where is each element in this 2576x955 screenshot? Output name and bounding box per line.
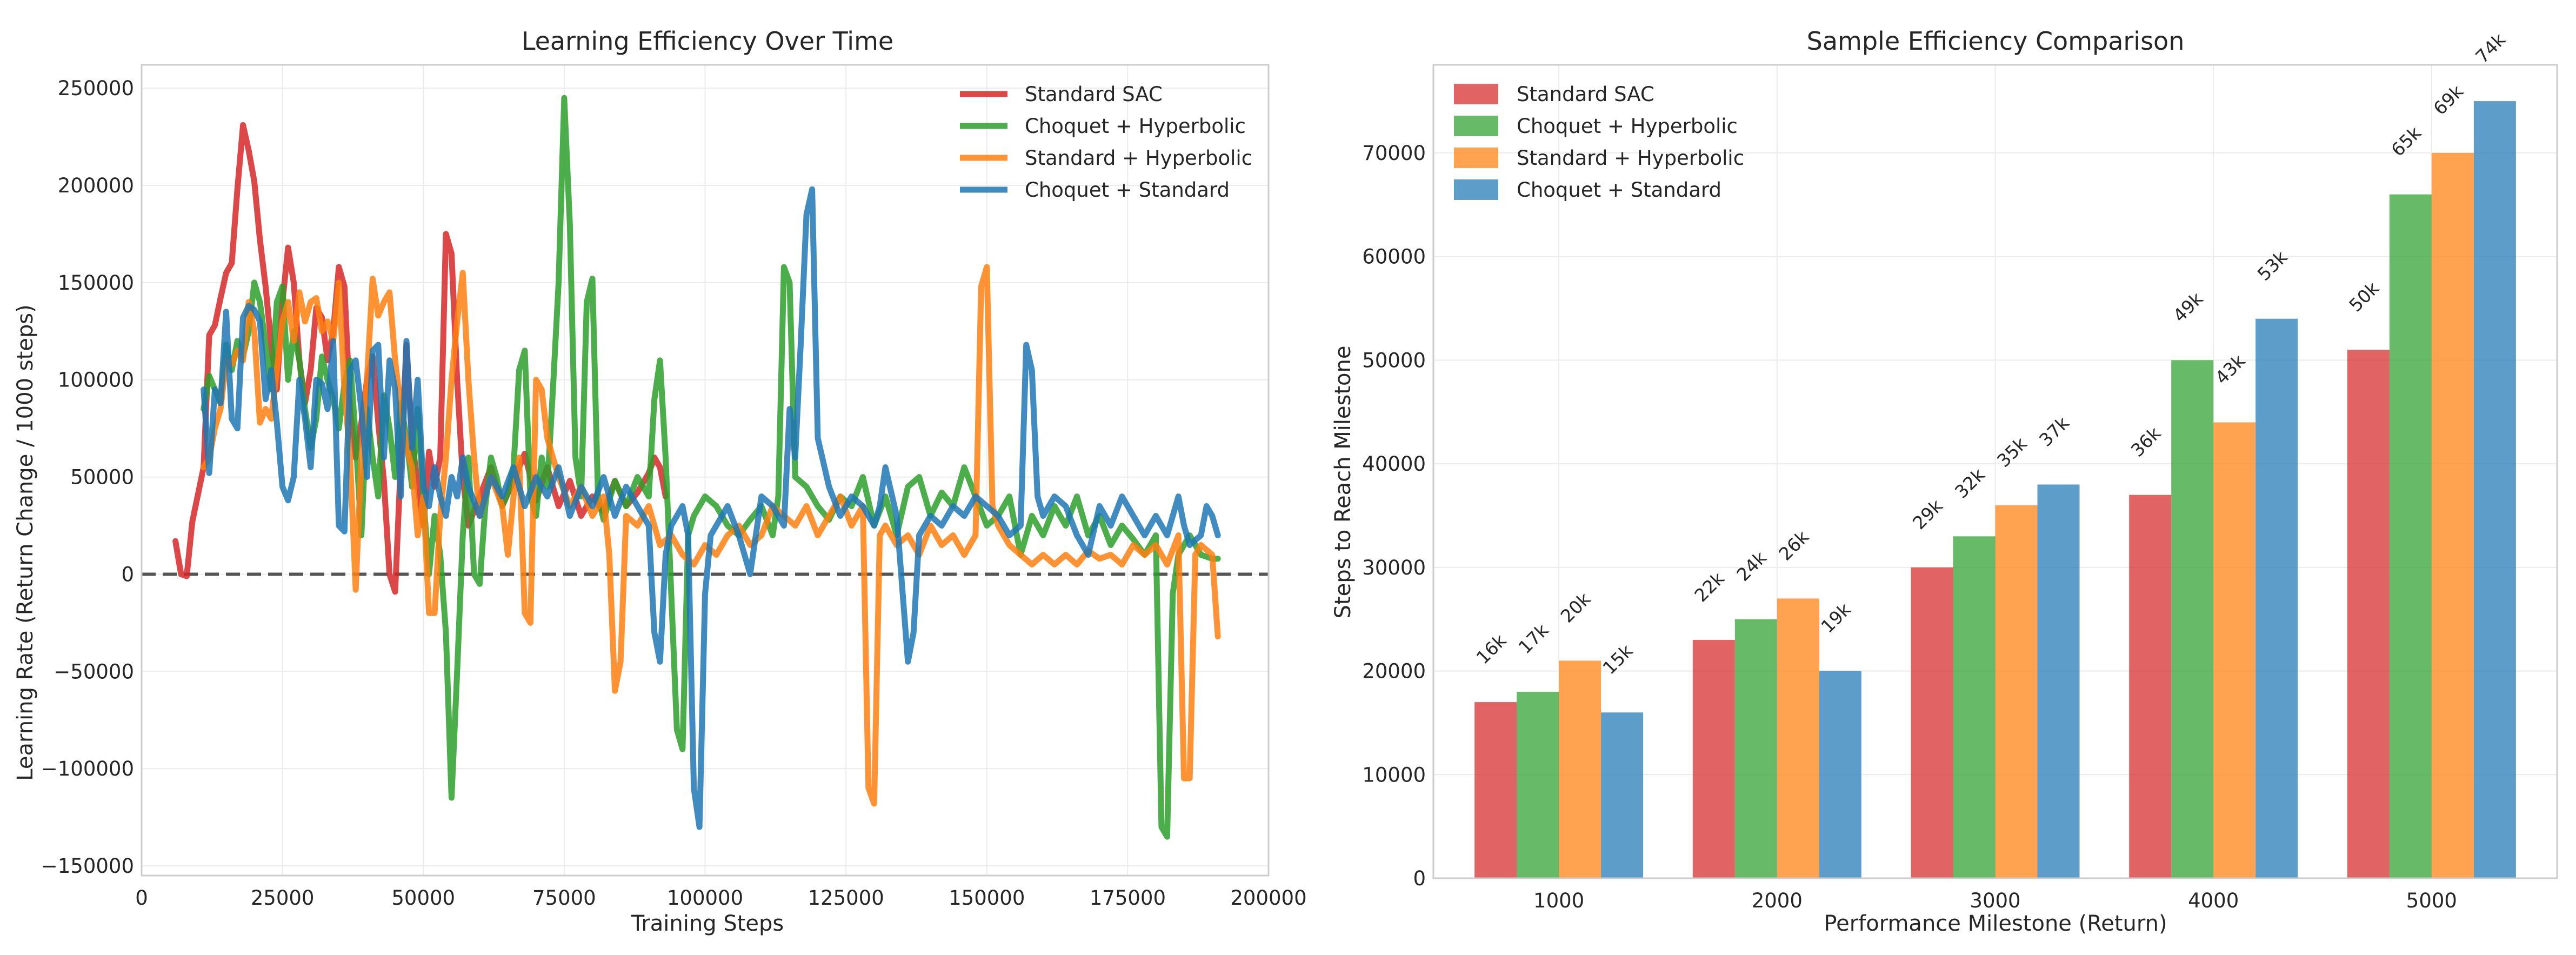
legend-label: Standard SAC [1025,83,1163,106]
line-chart-title: Learning Efficiency Over Time [522,26,893,56]
x-tick-label: 50000 [391,886,455,910]
y-tick-label: 20000 [1362,660,1426,683]
x-tick-label: 1000 [1533,889,1584,912]
x-tick-label: 100000 [667,886,743,910]
legend-swatch [1454,179,1498,200]
x-tick-label: 2000 [1752,889,1803,912]
y-tick-label: 250000 [58,77,134,100]
bar-standard-sac [2347,350,2390,878]
bar-standard-sac [1911,567,1953,878]
legend-label: Standard SAC [1517,83,1654,106]
x-tick-label: 200000 [1230,886,1306,910]
y-tick-label: −150000 [41,854,134,878]
bar-choquet-standard [1819,671,1861,878]
bar-choquet-standard [1601,712,1644,878]
bar-standard-hyperbolic [2213,422,2256,878]
x-tick-label: 0 [135,886,148,910]
series-line-choquet-standard [201,186,1221,830]
legend-label: Choquet + Hyperbolic [1025,115,1246,138]
y-tick-label: 0 [1413,867,1426,890]
x-tick-label: 3000 [1970,889,2020,912]
line-chart-legend: Standard SAC Choquet + Hyperbolic Standard… [960,83,1252,202]
bar-standard-sac [1692,640,1735,878]
y-tick-label: 50000 [70,466,134,489]
legend-label: Standard + Hyperbolic [1025,146,1252,170]
line-chart-x-axis-label: Training Steps [631,911,784,936]
y-tick-label: 30000 [1362,556,1426,579]
legend-label: Standard + Hyperbolic [1517,146,1744,170]
bar-choquet-standard [2255,318,2298,878]
bar-choquet-hyperbolic [1734,619,1777,878]
legend-label: Choquet + Hyperbolic [1517,115,1738,138]
bar-choquet-hyperbolic [1517,691,1559,878]
line-chart-plot-area [141,64,1270,877]
x-tick-label: 25000 [251,886,315,910]
bar-standard-hyperbolic [1559,660,1601,878]
legend-swatch [1454,148,1498,168]
x-tick-label: 5000 [2406,889,2457,912]
bar-standard-hyperbolic [1777,598,1819,878]
line-chart-panel: Learning Efficiency Over Time 0 25000 5000… [13,26,1307,936]
bar-standard-sac [1474,702,1517,878]
bar-choquet-hyperbolic [1953,536,1996,878]
bar-chart-bars [1474,101,2516,879]
bar-standard-sac [2129,495,2172,878]
y-tick-label: 150000 [58,271,134,295]
x-tick-label: 4000 [2188,889,2239,912]
line-chart-y-axis-label: Learning Rate (Return Change / 1000 step… [13,304,38,780]
bar-standard-hyperbolic [2431,152,2474,878]
y-tick-label: 50000 [1362,349,1426,372]
legend-swatch [1454,84,1498,104]
y-tick-label: 0 [121,563,134,586]
series-line-standard-hyperbolic [201,264,1221,807]
bar-choquet-standard [2037,484,2080,878]
line-chart-x-ticks: 0 25000 50000 75000 100000 125000 150000 175000… [135,886,1306,910]
y-tick-label: 60000 [1362,245,1426,269]
legend-swatch [1454,116,1498,136]
bar-choquet-hyperbolic [2389,194,2432,879]
y-tick-label: −50000 [54,660,134,683]
bar-choquet-hyperbolic [2171,360,2214,878]
y-tick-label: 40000 [1362,452,1426,476]
y-tick-label: 70000 [1362,142,1426,165]
line-chart-series [172,95,1221,840]
line-chart-y-ticks: −150000 −100000 −50000 0 50000 100000 150000 20… [41,77,134,878]
bar-chart-panel: Sample Efficiency Comparison 16k22k29k36… [1331,26,2558,936]
bar-chart-legend: Standard SAC Choquet + Hyperbolic Standard… [1454,83,1744,202]
bar-chart-x-axis-label: Performance Milestone (Return) [1824,911,2167,936]
bar-chart-plot-area [1432,64,2558,879]
y-tick-label: 100000 [58,369,134,392]
bar-standard-hyperbolic [1995,505,2038,878]
y-tick-label: 200000 [58,174,134,197]
legend-label: Choquet + Standard [1517,178,1721,202]
y-tick-label: 10000 [1362,763,1426,786]
bar-chart-title: Sample Efficiency Comparison [1807,26,2185,56]
y-tick-label: −100000 [41,757,134,780]
x-tick-label: 150000 [949,886,1025,910]
bar-chart-y-ticks: 0 10000 20000 30000 40000 50000 60000 70000 [1362,142,1426,890]
legend-label: Choquet + Standard [1025,178,1230,202]
bar-chart-y-axis-label: Steps to Reach Milestone [1331,346,1356,619]
bar-chart-x-ticks: 1000 2000 3000 4000 5000 [1533,889,2457,912]
x-tick-label: 125000 [808,886,884,910]
x-tick-label: 175000 [1090,886,1166,910]
bar-choquet-standard [2473,101,2516,878]
x-tick-label: 75000 [532,886,596,910]
